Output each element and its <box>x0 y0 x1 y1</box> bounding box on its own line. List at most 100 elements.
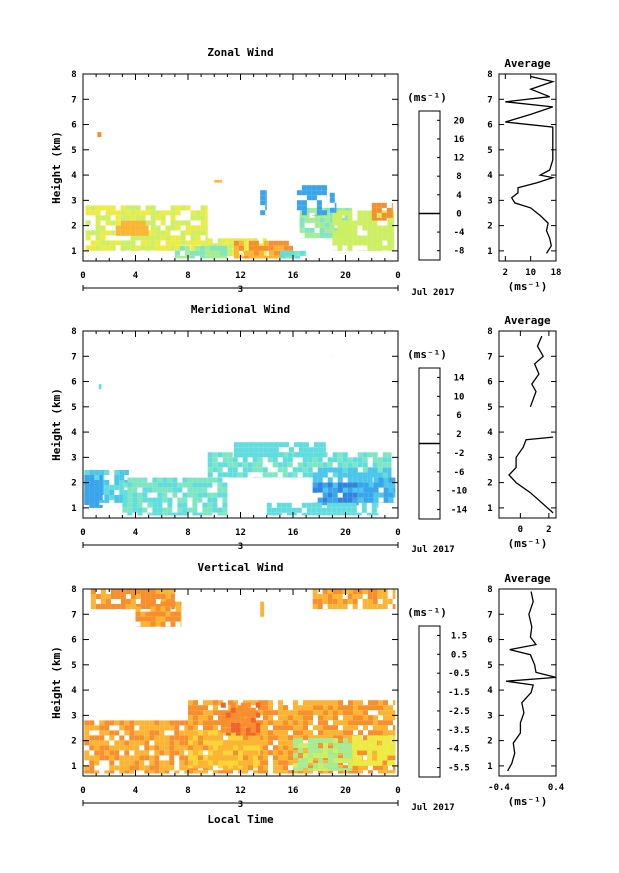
heatmap-cell <box>120 210 126 216</box>
heatmap-cell <box>199 255 205 259</box>
heatmap-cell <box>144 735 150 741</box>
heatmap-cell <box>89 725 95 731</box>
heatmap-cell <box>114 485 120 490</box>
heatmap-cell <box>179 730 185 736</box>
heatmap-cell <box>342 467 348 473</box>
heatmap-cell <box>288 750 293 756</box>
heatmap-cell <box>114 480 120 485</box>
heatmap-cell <box>213 770 218 774</box>
heatmap-cell <box>268 447 274 453</box>
heatmap-cell <box>159 770 165 774</box>
heatmap-cell <box>192 497 198 503</box>
heatmap-cell <box>134 740 140 746</box>
heatmap-cell <box>328 715 333 721</box>
heatmap-cell <box>145 599 151 604</box>
heatmap-cell <box>308 735 313 741</box>
heatmap-cell <box>329 212 335 218</box>
heatmap-cell <box>306 512 312 516</box>
heatmap-cell <box>333 763 338 769</box>
heatmap-cell <box>363 705 368 711</box>
profile-y-tick-label: 5 <box>487 661 492 671</box>
heatmap-cell <box>303 442 309 448</box>
heatmap-cell <box>160 220 166 226</box>
heatmap-cell <box>184 770 188 774</box>
heatmap-cell <box>298 447 304 453</box>
profile-line <box>506 591 557 772</box>
heatmap-cell <box>94 755 100 761</box>
heatmap-cell <box>279 255 285 259</box>
heatmap-cell <box>248 245 254 251</box>
heatmap-cell <box>316 512 322 516</box>
x-tick-label: 0 <box>395 786 400 796</box>
heatmap-cell <box>202 477 208 483</box>
heatmap-cell <box>288 715 293 721</box>
heatmap-cell <box>165 230 171 236</box>
heatmap-cell <box>326 507 332 513</box>
heatmap-cell <box>323 715 328 721</box>
x-tick-label: 12 <box>235 528 246 538</box>
heatmap-cell <box>90 594 96 599</box>
heatmap-cell <box>237 253 243 256</box>
heatmap-cell <box>144 720 150 726</box>
profile-line <box>505 75 556 254</box>
heatmap-cell <box>198 740 203 746</box>
heatmap-cell <box>263 705 268 711</box>
heatmap-cell <box>316 200 322 206</box>
heatmap-cell <box>387 225 393 231</box>
heatmap-cell <box>134 765 140 771</box>
heatmap-cell <box>338 755 343 761</box>
heatmap-cell <box>167 482 173 488</box>
heatmap-cell <box>333 730 338 736</box>
heatmap-cell <box>382 225 388 231</box>
heatmap-cell <box>150 601 156 607</box>
heatmap-cell <box>323 768 328 771</box>
heatmap-cell <box>313 738 318 744</box>
heatmap-cell <box>213 760 218 766</box>
heatmap-cell <box>214 180 220 183</box>
heatmap-cell <box>149 760 155 766</box>
heatmap-cell <box>240 722 246 728</box>
heatmap-cell <box>139 735 145 741</box>
heatmap-cell <box>328 745 333 751</box>
profile-y-tick-label: 5 <box>487 403 492 413</box>
heatmap-cell <box>276 502 282 508</box>
heatmap-cell <box>308 765 313 771</box>
heatmap-cell <box>317 594 323 599</box>
heatmap-cell <box>154 740 160 746</box>
heatmap-cell <box>245 702 251 708</box>
heatmap-cell <box>165 589 171 594</box>
heatmap-cell <box>368 770 373 774</box>
heatmap-cell <box>233 447 239 453</box>
heatmap-cell <box>225 717 231 723</box>
heatmap-cell <box>322 467 328 473</box>
heatmap-cell <box>134 735 140 741</box>
heatmap-patch <box>174 245 228 259</box>
heatmap-cell <box>343 743 348 749</box>
heatmap-cell <box>94 760 100 766</box>
heatmap-cell <box>150 205 156 211</box>
heatmap-cell <box>209 255 215 259</box>
heatmap-cell <box>207 507 213 513</box>
heatmap-cell <box>84 470 90 475</box>
heatmap-cell <box>224 255 228 259</box>
heatmap-cell <box>347 462 353 468</box>
heatmap-cell <box>142 492 148 498</box>
heatmap-cell <box>263 255 269 259</box>
heatmap-cell <box>287 457 293 463</box>
heatmap-cell <box>353 765 358 771</box>
heatmap-cell <box>233 765 238 771</box>
heatmap-cell <box>334 207 337 213</box>
heatmap-cell <box>353 725 358 731</box>
heatmap-cell <box>367 220 373 226</box>
heatmap-cell <box>332 457 338 463</box>
heatmap-cell <box>371 217 377 221</box>
heatmap-cell <box>129 770 135 774</box>
heatmap-cell <box>157 507 163 513</box>
heatmap-cell <box>362 604 368 609</box>
heatmap-cell <box>217 482 223 488</box>
heatmap-cell <box>371 502 377 508</box>
heatmap-cell <box>124 720 130 726</box>
heatmap-cell <box>127 482 133 488</box>
heatmap-cell <box>169 745 175 751</box>
profile-x-tick-label: 0 <box>518 525 523 535</box>
